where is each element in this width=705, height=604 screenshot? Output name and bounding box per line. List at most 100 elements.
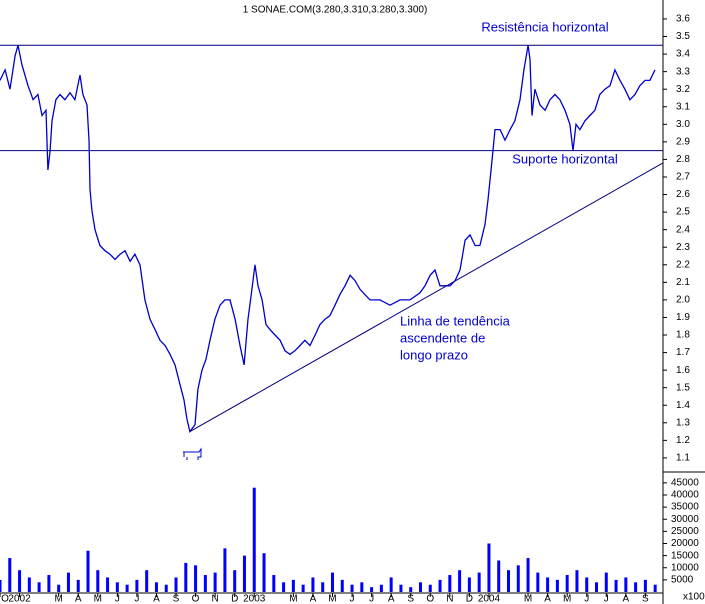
volume-bar <box>565 575 569 592</box>
annotation: Suporte horizontal <box>512 151 618 166</box>
y-tick-label: 3.1 <box>676 101 690 112</box>
x-tick-label: 2002 <box>8 594 31 604</box>
volume-bar <box>526 558 530 592</box>
volume-bar <box>458 570 462 592</box>
volume-bar <box>418 582 422 592</box>
y-tick-label: 1.6 <box>676 365 690 376</box>
volume-bar <box>350 584 354 592</box>
volume-bar <box>154 582 158 592</box>
y-tick-label: 1.1 <box>676 453 690 464</box>
volume-bar <box>321 582 325 592</box>
y-tick-label: 2.2 <box>676 259 690 270</box>
volume-bar <box>272 575 276 592</box>
volume-bar <box>428 584 432 592</box>
volume-bar <box>164 584 168 592</box>
volume-bar <box>506 570 510 592</box>
volume-bar <box>184 562 188 592</box>
x-tick-label: J <box>584 594 589 604</box>
y-tick-label: 2.6 <box>676 189 690 200</box>
volume-bar <box>194 565 198 592</box>
y-tick-label: 3.0 <box>676 119 690 130</box>
volume-bar <box>18 570 22 592</box>
bull-shape <box>183 447 202 460</box>
volume-bar <box>399 584 403 592</box>
y-tick-label: 3.4 <box>676 49 690 60</box>
volume-bar <box>555 579 559 592</box>
volume-bar <box>536 572 540 592</box>
volume-bar <box>125 584 129 592</box>
y-tick-label: 20000 <box>671 538 699 549</box>
volume-bar <box>174 577 178 592</box>
volume-bar <box>467 577 471 592</box>
y-tick-label: 2.5 <box>676 207 690 218</box>
x-tick-label: O <box>192 594 200 604</box>
x-tick-label: S <box>642 594 649 604</box>
x-tick-label: A <box>75 594 82 604</box>
y-tick-label: 1.2 <box>676 435 690 446</box>
x-tick-label: M <box>55 594 63 604</box>
y-tick-label: 3.5 <box>676 31 690 42</box>
volume-bar <box>624 577 628 592</box>
volume-bar <box>477 572 481 592</box>
volume-bar <box>330 572 334 592</box>
volume-bar <box>8 558 12 592</box>
x-tick-label: O <box>1 594 9 604</box>
y-tick-label: 2.4 <box>676 224 690 235</box>
trend-line <box>189 162 664 433</box>
bull-icon <box>183 447 202 460</box>
x-tick-label: M <box>563 594 571 604</box>
volume-bar <box>76 579 80 592</box>
volume-bar <box>291 579 295 592</box>
y-tick-label: 2.9 <box>676 137 690 148</box>
x-tick-label: O <box>426 594 434 604</box>
volume-bar <box>585 577 589 592</box>
chart-title: 1 SONAE.COM(3.280,3.310,3.280,3.300) <box>243 5 428 16</box>
volume-bar <box>643 579 647 592</box>
y-tick-label: 2.8 <box>676 154 690 165</box>
volume-bar <box>252 487 256 592</box>
volume-bar <box>448 575 452 592</box>
volume-bar <box>379 584 383 592</box>
y-tick-label: 3.6 <box>676 14 690 25</box>
x-tick-label: D <box>466 594 473 604</box>
x-tick-label: J <box>115 594 120 604</box>
annotation: longo prazo <box>400 347 468 362</box>
x-tick-label: S <box>173 594 180 604</box>
y-tick-label: 1.9 <box>676 312 690 323</box>
volume-bar <box>233 570 237 592</box>
volume-bar <box>37 582 41 592</box>
volume-bar <box>282 582 286 592</box>
annotation: Resistência horizontal <box>481 19 608 34</box>
y-tick-label: 2.7 <box>676 172 690 183</box>
x-tick-label: A <box>544 594 551 604</box>
volume-bar <box>27 577 31 592</box>
volume-bar <box>653 584 657 592</box>
y-tick-label: 2.0 <box>676 295 690 306</box>
volume-bar <box>438 579 442 592</box>
x-tick-label: D <box>231 594 238 604</box>
y-tick-label: 35000 <box>671 502 699 513</box>
volume-bar <box>604 572 608 592</box>
volume-bar <box>223 548 227 592</box>
x-tick-label: N <box>212 594 219 604</box>
y-tick-label: 3.3 <box>676 66 690 77</box>
volume-bar <box>96 570 100 592</box>
unit-label: x100 <box>683 592 705 603</box>
volume-bar <box>115 582 119 592</box>
y-tick-label: 10000 <box>671 562 699 573</box>
volume-bar <box>145 570 149 592</box>
y-tick-label: 1.8 <box>676 330 690 341</box>
x-tick-label: A <box>623 594 630 604</box>
x-tick-label: M <box>94 594 102 604</box>
volume-bar <box>360 582 364 592</box>
volume-bar <box>516 565 520 592</box>
y-tick-label: 3.2 <box>676 84 690 95</box>
price-line <box>0 45 656 434</box>
volume-bar <box>262 553 266 592</box>
volume-bar <box>47 575 51 592</box>
volume-bar <box>57 584 61 592</box>
volume-bar <box>487 543 491 592</box>
volume-bar <box>634 582 638 592</box>
x-tick-label: A <box>388 594 395 604</box>
